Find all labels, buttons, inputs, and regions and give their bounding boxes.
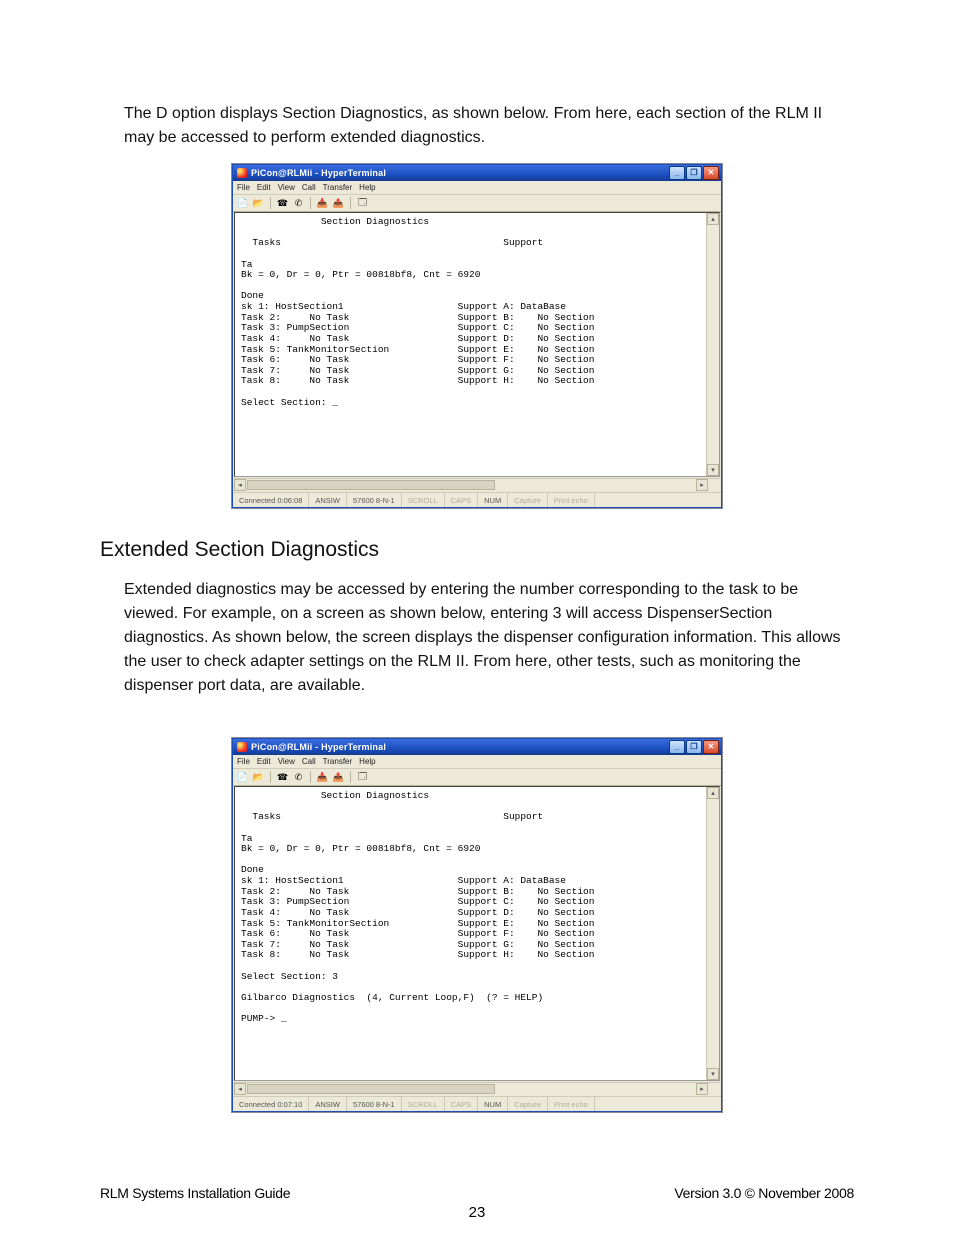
window-title: PiCon@RLMii - HyperTerminal bbox=[251, 168, 669, 178]
status-emulation: ANSIW bbox=[309, 493, 347, 507]
maximize-button[interactable]: ❐ bbox=[686, 740, 702, 754]
scrollbar-thumb[interactable] bbox=[247, 480, 495, 490]
connect-icon[interactable]: ☎ bbox=[277, 772, 288, 783]
properties-icon[interactable]: 🗔 bbox=[357, 772, 368, 783]
menu-file[interactable]: File bbox=[237, 757, 250, 766]
scroll-down-icon[interactable]: ▾ bbox=[707, 1068, 719, 1080]
status-capture: Capture bbox=[508, 493, 548, 507]
menubar: File Edit View Call Transfer Help bbox=[233, 755, 721, 769]
menu-transfer[interactable]: Transfer bbox=[323, 757, 353, 766]
minimize-button[interactable]: _ bbox=[669, 740, 685, 754]
toolbar: 📄 📂 ☎ ✆ 📥 📤 🗔 bbox=[233, 769, 721, 786]
document-page: The D option displays Section Diagnostic… bbox=[0, 0, 954, 1235]
status-bar: Connected 0:07:10 ANSIW 57600 8-N-1 SCRO… bbox=[233, 1096, 721, 1111]
footer-version: Version 3.0 © November 2008 bbox=[674, 1185, 854, 1201]
status-num: NUM bbox=[478, 493, 508, 507]
receive-icon[interactable]: 📤 bbox=[333, 772, 344, 783]
maximize-button[interactable]: ❐ bbox=[686, 166, 702, 180]
vertical-scrollbar[interactable]: ▴ ▾ bbox=[706, 787, 719, 1080]
titlebar: PiCon@RLMii - HyperTerminal _ ❐ ✕ bbox=[233, 739, 721, 755]
status-scroll: SCROLL bbox=[402, 493, 445, 507]
section-heading: Extended Section Diagnostics bbox=[100, 538, 854, 562]
terminal-client-area: Section Diagnostics Tasks Support Ta Bk … bbox=[234, 212, 720, 477]
menu-view[interactable]: View bbox=[278, 183, 295, 192]
menu-file[interactable]: File bbox=[237, 183, 250, 192]
terminal-client-area: Section Diagnostics Tasks Support Ta Bk … bbox=[234, 786, 720, 1081]
menu-view[interactable]: View bbox=[278, 757, 295, 766]
toolbar-separator bbox=[270, 197, 271, 209]
app-icon bbox=[237, 742, 247, 752]
intro-paragraph-2: Extended diagnostics may be accessed by … bbox=[124, 578, 854, 698]
page-footer: RLM Systems Installation Guide Version 3… bbox=[100, 1185, 854, 1201]
status-bar: Connected 0:06:08 ANSIW 57600 8-N-1 SCRO… bbox=[233, 492, 721, 507]
close-button[interactable]: ✕ bbox=[703, 166, 719, 180]
status-connected: Connected 0:07:10 bbox=[233, 1097, 309, 1111]
new-icon[interactable]: 📄 bbox=[237, 772, 248, 783]
menu-help[interactable]: Help bbox=[359, 757, 375, 766]
minimize-button[interactable]: _ bbox=[669, 166, 685, 180]
menu-call[interactable]: Call bbox=[302, 757, 316, 766]
window-title: PiCon@RLMii - HyperTerminal bbox=[251, 742, 669, 752]
menu-help[interactable]: Help bbox=[359, 183, 375, 192]
status-scroll: SCROLL bbox=[402, 1097, 445, 1111]
titlebar: PiCon@RLMii - HyperTerminal _ ❐ ✕ bbox=[233, 165, 721, 181]
disconnect-icon[interactable]: ✆ bbox=[293, 772, 304, 783]
properties-icon[interactable]: 🗔 bbox=[357, 198, 368, 209]
toolbar-separator bbox=[310, 197, 311, 209]
menu-edit[interactable]: Edit bbox=[257, 183, 271, 192]
scrollbar-thumb[interactable] bbox=[247, 1084, 495, 1094]
horizontal-scrollbar[interactable]: ◂ ▸ bbox=[234, 478, 720, 491]
scroll-right-icon[interactable]: ▸ bbox=[696, 1083, 708, 1095]
send-icon[interactable]: 📥 bbox=[317, 198, 328, 209]
status-caps: CAPS bbox=[445, 1097, 478, 1111]
footer-doc-title: RLM Systems Installation Guide bbox=[100, 1185, 290, 1201]
vertical-scrollbar[interactable]: ▴ ▾ bbox=[706, 213, 719, 476]
status-echo: Print echo bbox=[548, 1097, 595, 1111]
toolbar-separator bbox=[270, 771, 271, 783]
scroll-left-icon[interactable]: ◂ bbox=[234, 479, 246, 491]
scroll-down-icon[interactable]: ▾ bbox=[707, 464, 719, 476]
toolbar-separator bbox=[350, 197, 351, 209]
send-icon[interactable]: 📥 bbox=[317, 772, 328, 783]
terminal-output[interactable]: Section Diagnostics Tasks Support Ta Bk … bbox=[235, 213, 706, 476]
status-num: NUM bbox=[478, 1097, 508, 1111]
scroll-up-icon[interactable]: ▴ bbox=[707, 213, 719, 225]
app-icon bbox=[237, 168, 247, 178]
hyperterminal-window-1: PiCon@RLMii - HyperTerminal _ ❐ ✕ File E… bbox=[232, 164, 722, 508]
receive-icon[interactable]: 📤 bbox=[333, 198, 344, 209]
intro-paragraph-1: The D option displays Section Diagnostic… bbox=[124, 102, 854, 150]
scroll-right-icon[interactable]: ▸ bbox=[696, 479, 708, 491]
close-button[interactable]: ✕ bbox=[703, 740, 719, 754]
scrollbar-track[interactable] bbox=[247, 1084, 695, 1094]
toolbar-separator bbox=[350, 771, 351, 783]
status-emulation: ANSIW bbox=[309, 1097, 347, 1111]
toolbar: 📄 📂 ☎ ✆ 📥 📤 🗔 bbox=[233, 195, 721, 212]
new-icon[interactable]: 📄 bbox=[237, 198, 248, 209]
menu-transfer[interactable]: Transfer bbox=[323, 183, 353, 192]
menu-edit[interactable]: Edit bbox=[257, 757, 271, 766]
status-caps: CAPS bbox=[445, 493, 478, 507]
menu-call[interactable]: Call bbox=[302, 183, 316, 192]
page-number: 23 bbox=[0, 1204, 954, 1221]
terminal-output[interactable]: Section Diagnostics Tasks Support Ta Bk … bbox=[235, 787, 706, 1080]
status-baud: 57600 8-N-1 bbox=[347, 493, 402, 507]
menubar: File Edit View Call Transfer Help bbox=[233, 181, 721, 195]
connect-icon[interactable]: ☎ bbox=[277, 198, 288, 209]
status-connected: Connected 0:06:08 bbox=[233, 493, 309, 507]
open-icon[interactable]: 📂 bbox=[253, 772, 264, 783]
hyperterminal-window-2: PiCon@RLMii - HyperTerminal _ ❐ ✕ File E… bbox=[232, 738, 722, 1112]
status-capture: Capture bbox=[508, 1097, 548, 1111]
open-icon[interactable]: 📂 bbox=[253, 198, 264, 209]
scroll-left-icon[interactable]: ◂ bbox=[234, 1083, 246, 1095]
toolbar-separator bbox=[310, 771, 311, 783]
status-echo: Print echo bbox=[548, 493, 595, 507]
status-baud: 57600 8-N-1 bbox=[347, 1097, 402, 1111]
horizontal-scrollbar[interactable]: ◂ ▸ bbox=[234, 1082, 720, 1095]
scrollbar-track[interactable] bbox=[247, 480, 695, 490]
disconnect-icon[interactable]: ✆ bbox=[293, 198, 304, 209]
scroll-up-icon[interactable]: ▴ bbox=[707, 787, 719, 799]
